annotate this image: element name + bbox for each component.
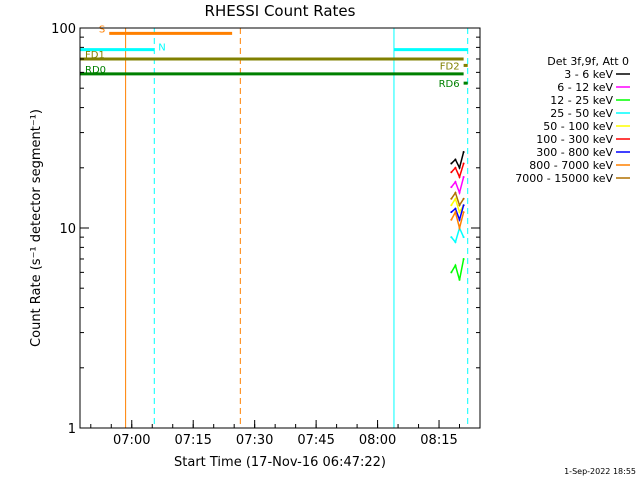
timestamp-label: 1-Sep-2022 18:55 [564, 467, 636, 476]
x-tick-label-1: 07:15 [174, 433, 211, 448]
y-tick-label-0: 1 [68, 422, 76, 437]
bar-label-rd6: RD6 [439, 79, 460, 90]
series-point-8-0 [450, 197, 453, 200]
series-point-0-1 [454, 158, 457, 161]
series-point-2-0 [450, 271, 453, 274]
series-point-3-0 [450, 236, 453, 239]
series-3 [450, 225, 465, 244]
bar-label-fd1: FD1 [85, 50, 105, 61]
plot-frame [79, 27, 481, 429]
series-line-0 [450, 151, 465, 170]
legend-item-6: 300 - 800 keV [536, 146, 613, 159]
y-tick-label-2: 100 [51, 22, 76, 37]
x-tick-label-5: 08:15 [420, 433, 457, 448]
series-line-4 [450, 196, 465, 215]
y-axis-label: Count Rate (s⁻¹ detector segment⁻¹) [29, 109, 44, 347]
x-tick-label-0: 07:00 [113, 433, 150, 448]
series-point-1-2 [458, 191, 461, 194]
series-point-1-0 [450, 186, 453, 189]
series-2 [450, 257, 465, 281]
y-tick-label-1: 10 [59, 222, 76, 237]
series-point-0-0 [450, 162, 453, 165]
series-point-3-3 [462, 236, 465, 239]
series-point-7-2 [458, 227, 461, 229]
series-point-6-2 [458, 218, 461, 221]
x-tick-label-2: 07:30 [236, 433, 273, 448]
series-point-8-1 [454, 191, 457, 194]
series-point-0-2 [458, 166, 461, 169]
bar-label-rd0: RD0 [85, 65, 106, 76]
plot-area: S N FD1 FD2 RD0 RD6 [79, 24, 469, 428]
series-point-5-1 [454, 166, 457, 169]
series-point-7-3 [462, 211, 465, 214]
series-7 [450, 210, 465, 231]
legend-item-7: 800 - 7000 keV [529, 159, 613, 172]
series-line-1 [450, 176, 465, 196]
legend-item-0: 3 - 6 keV [564, 68, 613, 81]
series-line-8 [450, 191, 465, 207]
series-point-8-2 [458, 204, 461, 207]
chart-title: RHESSI Count Rates [205, 2, 356, 20]
series-line-5 [450, 163, 465, 180]
legend-item-5: 100 - 300 keV [536, 133, 613, 146]
series-point-5-3 [462, 162, 465, 165]
series-6 [450, 204, 465, 223]
legend-item-3: 25 - 50 keV [550, 107, 613, 120]
series-point-5-2 [458, 175, 461, 178]
series-point-6-3 [462, 204, 465, 207]
series-point-0-3 [462, 150, 465, 153]
x-axis: 07:00 07:15 07:30 07:45 08:00 08:15 [90, 420, 481, 448]
series-point-6-1 [454, 207, 457, 210]
series-point-4-1 [454, 197, 457, 200]
series-point-5-0 [450, 171, 453, 174]
series-line-6 [450, 205, 465, 223]
series-point-7-0 [450, 218, 453, 221]
series-0 [450, 150, 465, 170]
legend-item-1: 6 - 12 keV [557, 81, 613, 94]
legend-item-2: 12 - 25 keV [550, 94, 613, 107]
series-line-7 [450, 210, 465, 231]
series-point-7-1 [454, 211, 457, 214]
series-point-6-0 [450, 211, 453, 214]
series-point-2-2 [458, 278, 461, 281]
series-1 [450, 175, 465, 196]
series-line-2 [450, 258, 465, 281]
x-axis-label: Start Time (17-Nov-16 06:47:22) [174, 455, 386, 470]
bar-label-s: S [99, 24, 105, 35]
legend-item-8: 7000 - 15000 keV [515, 172, 613, 185]
series-5 [450, 162, 465, 180]
legend-title: Det 3f,9f, Att 0 [547, 55, 629, 68]
series-point-8-3 [462, 197, 465, 200]
series-point-3-1 [454, 241, 457, 244]
bar-label-fd2: FD2 [440, 61, 460, 72]
series-point-1-1 [454, 180, 457, 183]
series-point-4-0 [450, 204, 453, 207]
series-point-1-3 [462, 175, 465, 178]
x-tick-label-3: 07:45 [297, 433, 334, 448]
series-8 [450, 191, 465, 207]
series-point-2-3 [462, 257, 465, 260]
y-axis: 1 10 100 [51, 22, 480, 437]
series-line-3 [450, 225, 465, 244]
bar-label-n: N [158, 43, 165, 54]
series-point-2-1 [454, 264, 457, 267]
x-tick-label-4: 08:00 [359, 433, 396, 448]
series-point-4-2 [458, 211, 461, 214]
legend-item-4: 50 - 100 keV [543, 120, 613, 133]
